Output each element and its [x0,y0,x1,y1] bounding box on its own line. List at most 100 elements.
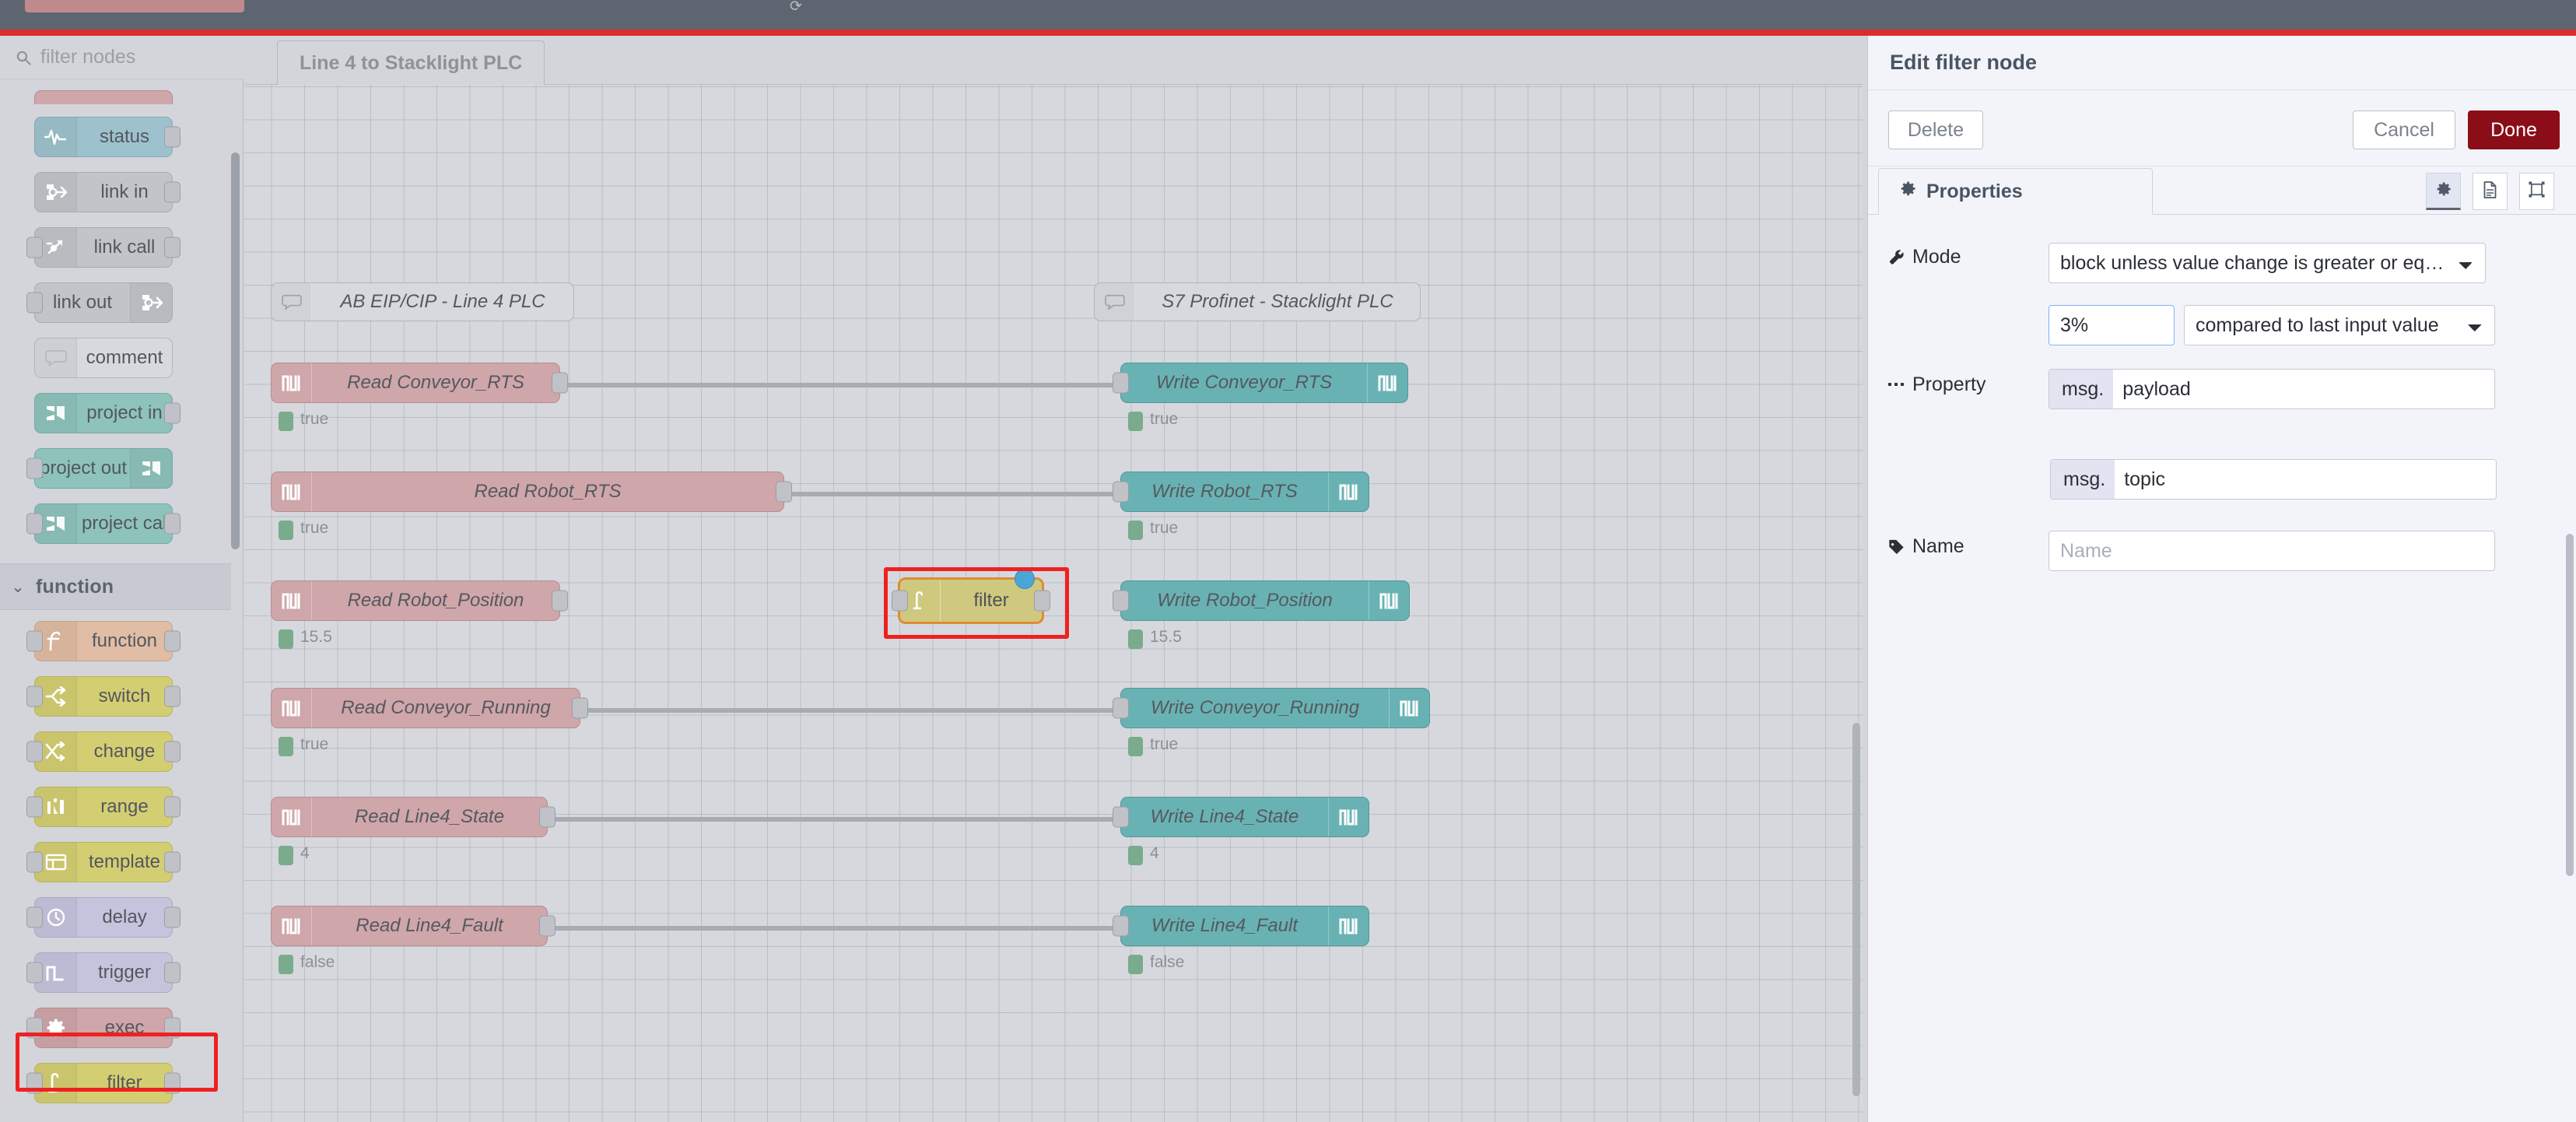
node-output-port[interactable] [539,915,556,937]
palette-node-template[interactable]: template [26,842,180,882]
palette-scrollbar[interactable] [231,153,240,549]
palette-node-trigger[interactable]: trigger [26,952,180,993]
node-output-port[interactable] [572,697,588,719]
canvas-node-write-conveyor-running[interactable]: Write Conveyor_Running [1113,688,1430,728]
canvas-vertical-scrollbar[interactable] [1852,723,1860,1096]
node-output-port[interactable] [164,741,180,763]
separate-property-wrap[interactable]: msg. [2050,459,2497,500]
palette-node-filter[interactable]: filter [26,1063,180,1103]
node-input-port[interactable] [26,741,43,763]
palette-node-switch[interactable]: switch [26,676,180,717]
palette-node-range[interactable]: range [26,787,180,827]
palette-category-function[interactable]: ⌄ function [0,563,231,610]
node-output-port[interactable] [164,1017,180,1039]
node-output-port[interactable] [164,851,180,873]
cancel-button[interactable]: Cancel [2353,110,2455,149]
palette-node-function[interactable]: function [26,621,180,661]
node-output-port[interactable] [164,906,180,928]
node-input-port[interactable] [26,292,43,314]
node-input-port[interactable] [26,962,43,984]
canvas-node-read-line4-state[interactable]: Read Line4_State [271,797,556,837]
node-input-port[interactable] [1113,697,1129,719]
node-output-port[interactable] [776,481,792,503]
browser-tab-stub[interactable] [25,0,244,12]
node-output-port[interactable] [164,962,180,984]
canvas-node-read-robot-position[interactable]: Read Robot_Position [271,580,568,621]
canvas-node-write-robot-position[interactable]: Write Robot_Position [1113,580,1410,621]
node-output-port[interactable] [539,806,556,828]
node-input-port[interactable] [26,1017,43,1039]
node-input-port[interactable] [1113,590,1129,612]
gear-icon [1899,180,1917,203]
search-input[interactable] [40,46,227,68]
node-output-port[interactable] [164,126,180,148]
node-input-port[interactable] [26,237,43,258]
node-output-port[interactable] [164,181,180,203]
canvas-node-read-conveyor-rts[interactable]: Read Conveyor_RTS [271,363,568,403]
canvas-node-write-line4-state[interactable]: Write Line4_State [1113,797,1369,837]
node-input-port[interactable] [26,513,43,535]
node-output-port[interactable] [552,372,568,394]
palette-node-partial[interactable] [34,90,173,104]
name-input[interactable] [2049,531,2495,571]
property-input[interactable] [2113,370,2494,408]
node-input-port[interactable] [1113,915,1129,937]
node-output-port[interactable] [1034,590,1050,612]
flow-grid[interactable]: AB EIP/CIP - Line 4 PLC S7 Profinet - St… [244,85,1863,1122]
threshold-input[interactable] [2049,305,2175,345]
node-input-port[interactable] [892,590,908,612]
palette-node-link-call[interactable]: link call [26,227,180,268]
canvas-node-filter-selected[interactable]: filter [892,577,1050,624]
canvas-node-write-robot-rts[interactable]: Write Robot_RTS [1113,472,1369,512]
property-input-wrap[interactable]: msg. [2049,369,2495,409]
palette-node-project-call[interactable]: project call [26,503,180,544]
canvas-node-read-conveyor-running[interactable]: Read Conveyor_Running [271,688,588,728]
node-output-port[interactable] [164,513,180,535]
palette-node-status[interactable]: status [34,117,180,157]
canvas-node-write-line4-fault[interactable]: Write Line4_Fault [1113,906,1369,946]
appearance-tool-button[interactable] [2519,173,2554,210]
node-input-port[interactable] [26,685,43,707]
done-button[interactable]: Done [2468,110,2560,149]
canvas-comment-s7-profinet[interactable]: S7 Profinet - Stacklight PLC [1094,282,1421,321]
node-input-port[interactable] [1113,806,1129,828]
palette-node-delay[interactable]: delay [26,897,180,938]
palette-category-label: function [36,575,114,598]
tab-properties[interactable]: Properties [1878,168,2153,215]
properties-tool-button[interactable] [2426,173,2461,210]
node-output-port[interactable] [164,630,180,652]
panel-scrollbar[interactable] [2566,534,2574,876]
palette-node-link-in[interactable]: link in [34,172,180,212]
separate-property-input[interactable] [2115,460,2496,499]
palette-node-link-out[interactable]: link out [26,282,173,323]
palette-scroll-area[interactable]: status link in [0,79,244,1122]
palette-node-comment[interactable]: comment [34,338,173,378]
canvas-comment-ab-eip[interactable]: AB EIP/CIP - Line 4 PLC [271,282,574,321]
node-output-port[interactable] [164,796,180,818]
node-input-port[interactable] [26,1072,43,1094]
palette-node-project-out[interactable]: project out [26,448,173,489]
node-output-port[interactable] [164,402,180,424]
palette-node-project-in[interactable]: project in [34,393,180,433]
palette-node-change[interactable]: change [26,731,180,772]
node-input-port[interactable] [26,796,43,818]
node-input-port[interactable] [26,906,43,928]
flow-tab-line4[interactable]: Line 4 to Stacklight PLC [277,40,545,85]
node-input-port[interactable] [1113,481,1129,503]
node-output-port[interactable] [164,237,180,258]
palette-node-exec[interactable]: exec [26,1008,180,1048]
canvas-node-read-line4-fault[interactable]: Read Line4_Fault [271,906,556,946]
node-output-port[interactable] [552,590,568,612]
node-input-port[interactable] [26,458,43,479]
node-output-port[interactable] [164,685,180,707]
node-input-port[interactable] [26,630,43,652]
mode-select[interactable]: block unless value change is greater or … [2049,243,2486,283]
node-input-port[interactable] [1113,372,1129,394]
canvas-node-write-conveyor-rts[interactable]: Write Conveyor_RTS [1113,363,1408,403]
description-tool-button[interactable] [2473,173,2508,210]
node-output-port[interactable] [164,1072,180,1094]
delete-button[interactable]: Delete [1888,110,1983,149]
comparison-select[interactable]: compared to last input value [2184,305,2495,345]
node-input-port[interactable] [26,851,43,873]
canvas-node-read-robot-rts[interactable]: Read Robot_RTS [271,472,792,512]
